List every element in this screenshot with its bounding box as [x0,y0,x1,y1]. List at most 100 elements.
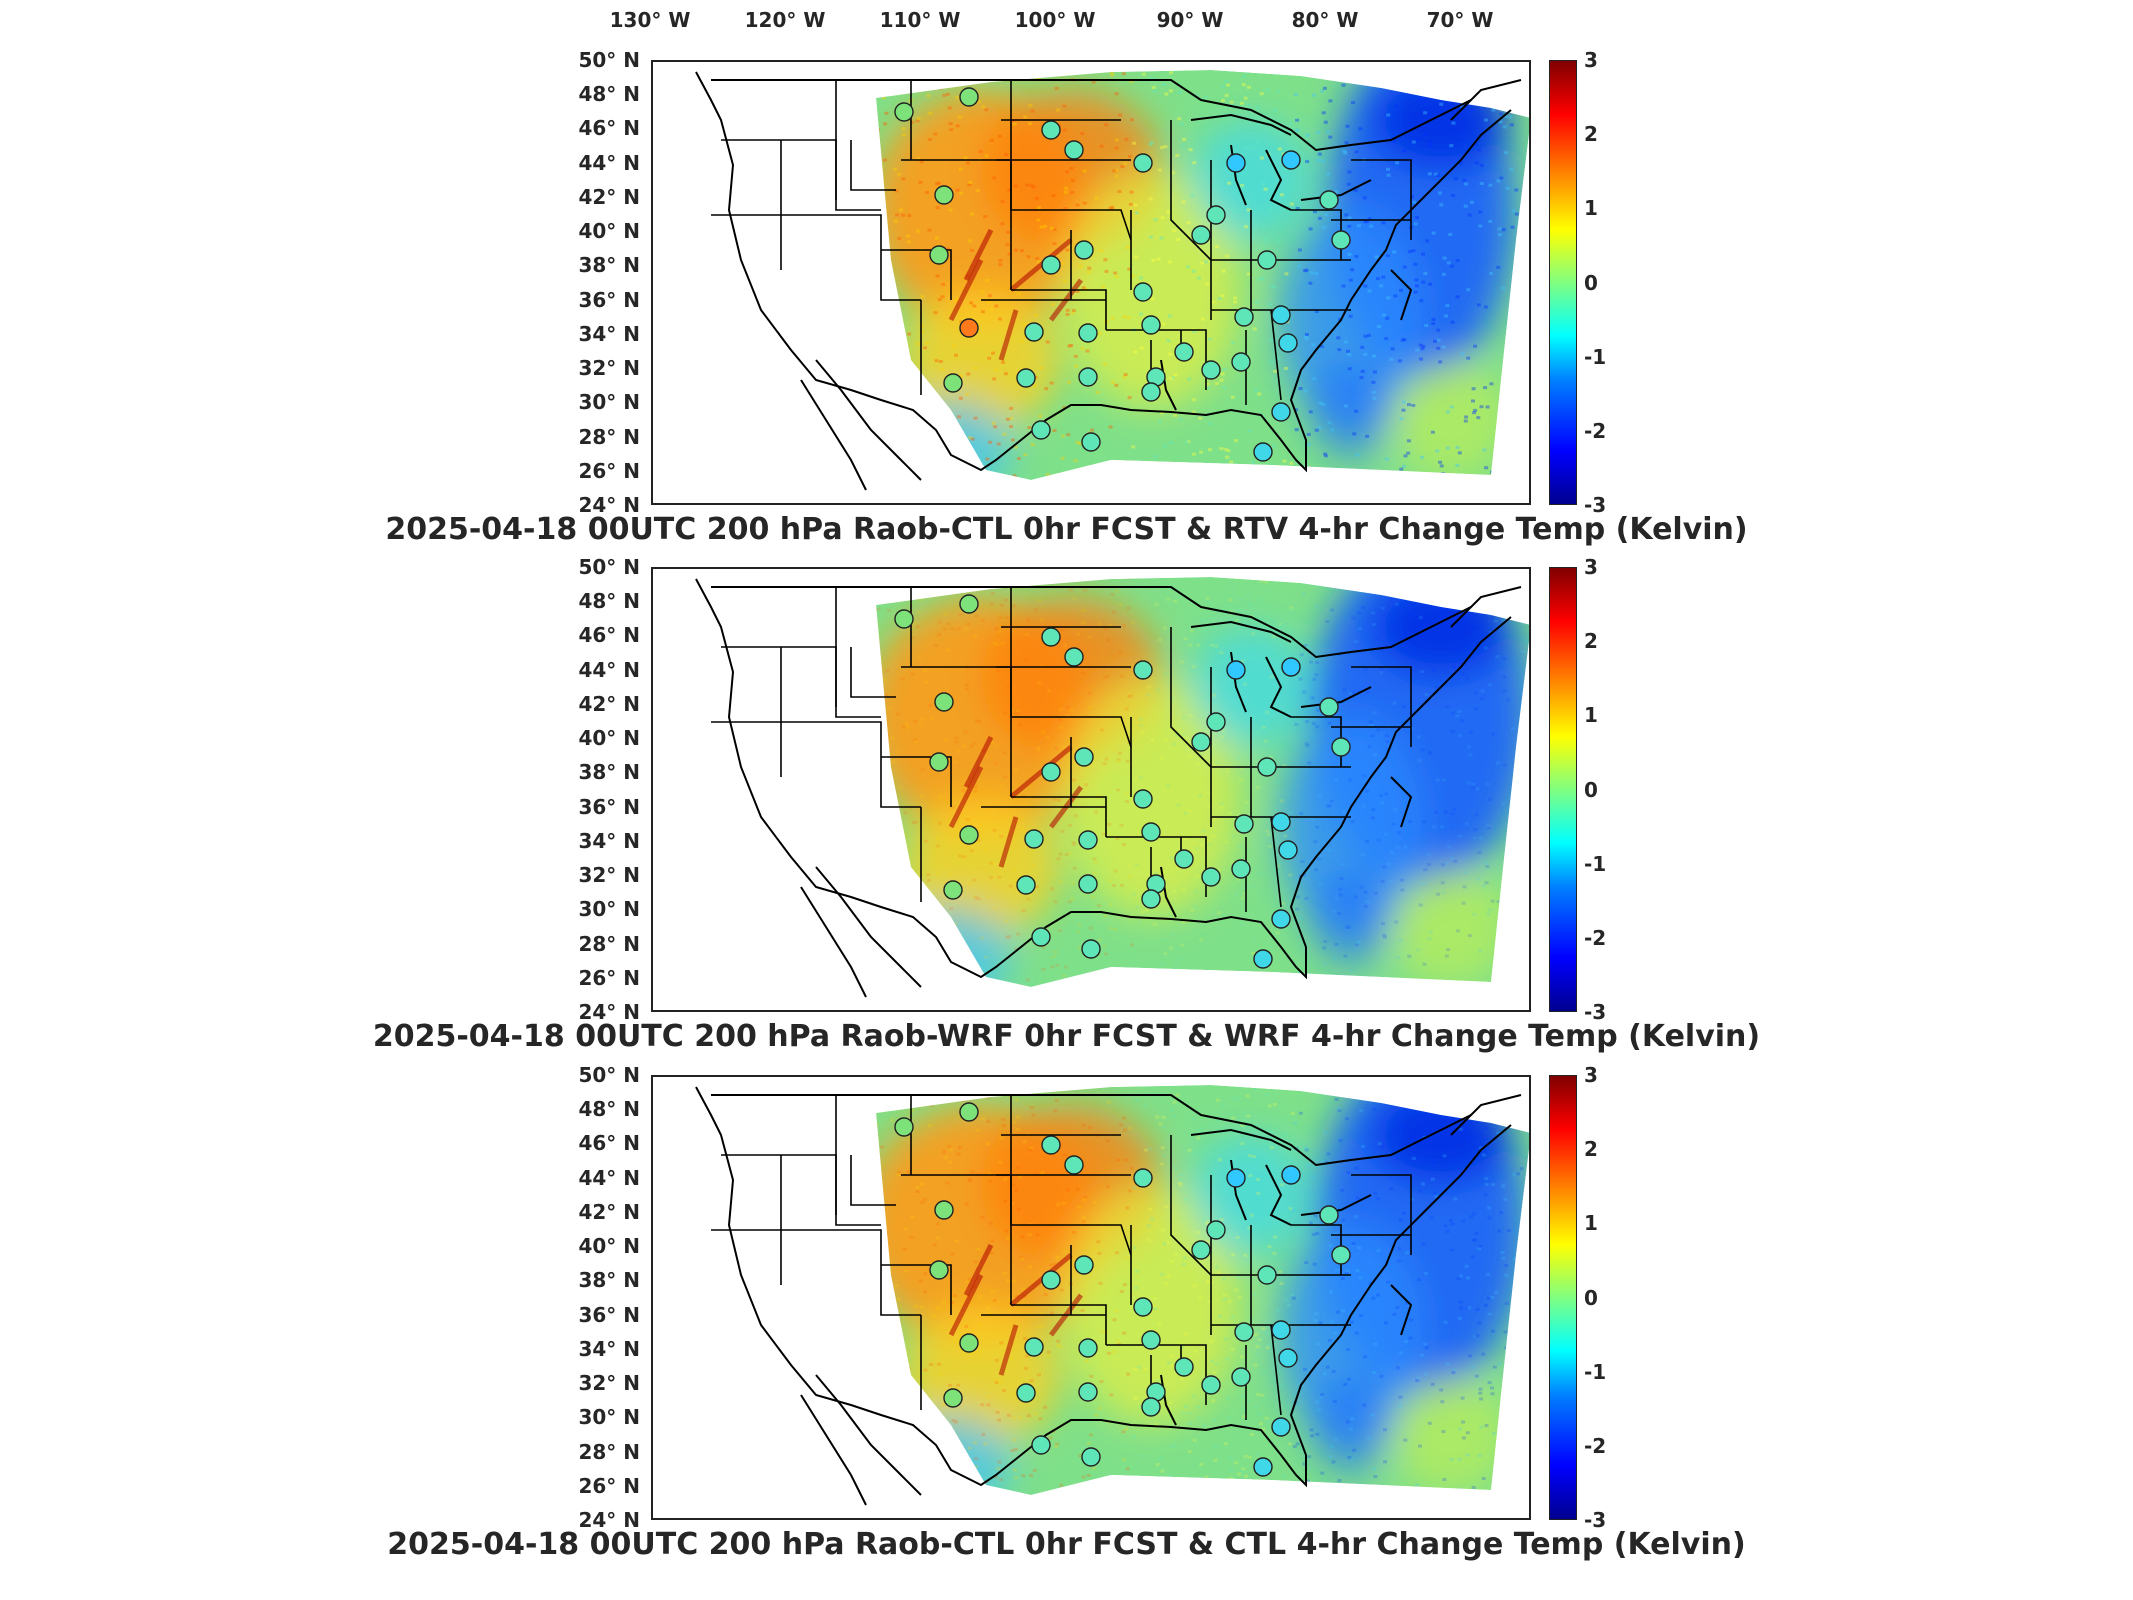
lat-label: 26° N [578,458,640,483]
raob-station-marker [1234,1322,1254,1342]
lat-label: 40° N [578,726,640,751]
colorbar-tick: 1 [1584,703,1598,728]
raob-station-marker [959,1333,979,1353]
lat-label: 32° N [578,356,640,381]
raob-station-marker [1191,225,1211,245]
lat-label: 46° N [578,1131,640,1156]
colorbar [1549,1075,1577,1520]
raob-station-marker [1133,660,1153,680]
lat-label: 24° N [578,1508,640,1532]
lon-label: 110° W [879,8,961,32]
colorbar-tick: -2 [1584,418,1607,443]
raob-station-marker [1206,712,1226,732]
raob-station-marker [1331,1245,1351,1265]
raob-station-marker [1319,697,1339,717]
raob-station-marker [1074,747,1094,767]
lon-label: 120° W [744,8,826,32]
raob-station-marker [1271,305,1291,325]
raob-station-marker [1253,442,1273,462]
lat-label: 40° N [578,219,640,244]
raob-station-marker [1078,874,1098,894]
raob-station-marker [894,1117,914,1137]
lon-label: 130° W [609,8,691,32]
raob-station-marker [1226,660,1246,680]
raob-station-marker [929,245,949,265]
raob-station-marker [1024,1337,1044,1357]
raob-station-marker [1041,762,1061,782]
lat-label: 36° N [578,287,640,312]
raob-station-marker [1064,1155,1084,1175]
raob-station-marker [1234,814,1254,834]
raob-station-marker [1133,153,1153,173]
colorbar-tick: 2 [1584,122,1598,147]
lat-label: 38° N [578,760,640,785]
raob-station-marker [1281,150,1301,170]
raob-station-marker [1041,1135,1061,1155]
lat-label: 30° N [578,1405,640,1430]
panel-title: 2025-04-18 00UTC 200 hPa Raob-CTL 0hr FC… [387,1527,1746,1562]
lat-label: 42° N [578,1199,640,1224]
map-panel-ctl: 50° N 48° N 46° N 44° N 42° N 40° N 38° N 36° N… [0,1063,2133,1585]
raob-station-marker [1271,402,1291,422]
lat-label: 32° N [578,863,640,888]
raob-station-marker [959,1102,979,1122]
lon-label: 70° W [1426,8,1494,32]
raob-station-marker [1231,859,1251,879]
raob-station-marker [1016,875,1036,895]
raob-station-marker [894,609,914,629]
raob-station-marker [1081,1447,1101,1467]
colorbar [1549,567,1577,1012]
raob-station-marker [959,318,979,338]
colorbar-tick: -1 [1584,1359,1607,1384]
lat-label: 46° N [578,623,640,648]
raob-station-marker [1191,1240,1211,1260]
raob-station-marker [929,1260,949,1280]
raob-station-marker [1081,939,1101,959]
colorbar-tick: -2 [1584,925,1607,950]
raob-station-marker [1278,1348,1298,1368]
raob-station-marker [943,1388,963,1408]
raob-station-marker [1133,282,1153,302]
raob-station-marker [1226,1168,1246,1188]
raob-station-marker [1133,1297,1153,1317]
raob-station-marker [1231,1367,1251,1387]
lat-label: 32° N [578,1371,640,1396]
temperature-map [651,1075,1531,1520]
raob-station-marker [1074,1255,1094,1275]
raob-station-marker [1041,627,1061,647]
colorbar-tick: -3 [1584,1000,1607,1024]
raob-station-marker [929,752,949,772]
raob-station-marker [1031,927,1051,947]
raob-station-marker [1141,1397,1161,1417]
raob-station-marker [1078,1382,1098,1402]
raob-station-marker [1191,732,1211,752]
lat-label: 40° N [578,1234,640,1259]
raob-station-marker [959,825,979,845]
raob-station-marker [1281,657,1301,677]
raob-station-marker [1278,840,1298,860]
raob-station-marker [1231,352,1251,372]
raob-station-marker [1331,737,1351,757]
colorbar-tick: 0 [1584,270,1598,295]
colorbar-tick: 0 [1584,777,1598,802]
longitude-axis: 130° W 120° W 110° W 100° W 90° W 80° W … [0,0,2133,40]
colorbar-tick: -2 [1584,1433,1607,1458]
lat-label: 44° N [578,150,640,175]
lat-label: 42° N [578,691,640,716]
raob-station-marker [1031,420,1051,440]
raob-station-marker [959,594,979,614]
raob-station-marker [1078,1338,1098,1358]
raob-station-marker [1031,1435,1051,1455]
lat-label: 30° N [578,390,640,415]
lat-label: 28° N [578,931,640,956]
raob-station-marker [1253,949,1273,969]
raob-station-marker [1174,849,1194,869]
lat-label: 48° N [578,589,640,614]
raob-station-marker [934,1200,954,1220]
lat-label: 26° N [578,1473,640,1498]
raob-station-marker [1234,307,1254,327]
colorbar-tick: -3 [1584,1508,1607,1532]
temperature-map [651,567,1531,1012]
lat-label: 28° N [578,424,640,449]
lon-label: 90° W [1156,8,1224,32]
